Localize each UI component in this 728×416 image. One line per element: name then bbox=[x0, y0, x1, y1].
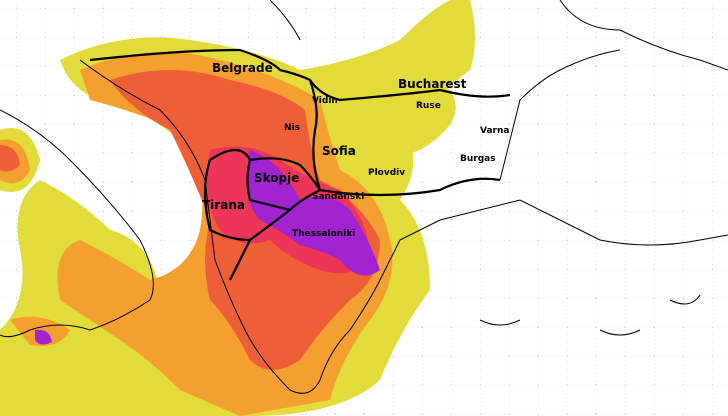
borders bbox=[89, 48, 511, 281]
precipitation bbox=[0, 0, 475, 416]
city-label: Thessaloniki bbox=[292, 229, 355, 239]
city-label: Ruse bbox=[416, 101, 441, 111]
coastlines bbox=[0, 0, 728, 394]
city-label: Nis bbox=[284, 123, 300, 133]
city-label: Varna bbox=[480, 126, 509, 136]
city-label: Sandanski bbox=[312, 192, 364, 202]
city-label: Bucharest bbox=[398, 77, 467, 91]
city-label: Sofia bbox=[322, 144, 356, 158]
city-label: Plovdiv bbox=[368, 168, 405, 178]
city-label: Skopje bbox=[254, 171, 299, 185]
city-labels: Belgrade Bucharest Vidin Ruse Nis Varna … bbox=[202, 61, 509, 239]
city-label: Tirana bbox=[202, 198, 245, 212]
city-label: Belgrade bbox=[212, 61, 273, 75]
city-label: Vidin bbox=[312, 96, 338, 106]
city-label: Burgas bbox=[460, 154, 496, 164]
